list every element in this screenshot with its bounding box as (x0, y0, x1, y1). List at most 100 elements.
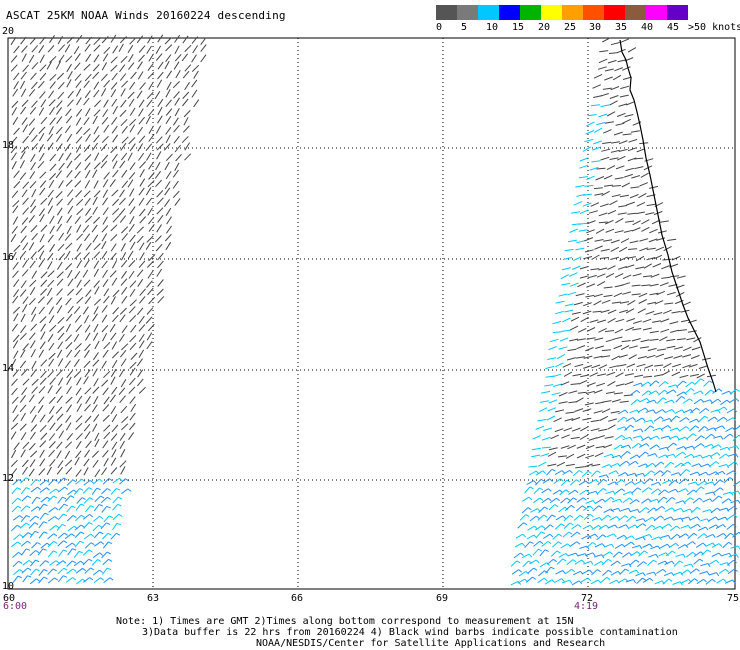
wind-barb (586, 283, 595, 288)
wind-barb (49, 55, 57, 63)
wind-barb-flag (529, 486, 534, 490)
wind-barb (30, 153, 36, 163)
wind-barb (76, 497, 83, 504)
wind-barb-flag (730, 532, 735, 536)
wind-barb (103, 295, 110, 304)
wind-barb (609, 157, 619, 160)
wind-barb (157, 71, 164, 80)
wind-barb (594, 239, 604, 242)
wind-barb (83, 533, 91, 540)
wind-barb (570, 436, 580, 440)
wind-barb-flag (720, 435, 724, 440)
wind-barb (600, 309, 610, 313)
wind-barb (675, 396, 682, 403)
wind-barb-flag (45, 479, 50, 483)
wind-barb (562, 257, 572, 260)
wind-barb (118, 43, 124, 52)
wind-barb (49, 73, 57, 81)
wind-barb (101, 135, 109, 144)
wind-barb (155, 53, 163, 61)
wind-barb-flag (642, 572, 646, 577)
wind-barb (64, 533, 72, 540)
wind-barb (38, 45, 45, 54)
wind-barb (11, 323, 18, 332)
wind-barb (57, 243, 65, 252)
wind-barb-flag (579, 514, 584, 519)
wind-barb (175, 69, 181, 79)
wind-barb-flag (732, 579, 736, 584)
wind-barb (138, 54, 145, 63)
legend-label: 10 (486, 22, 499, 33)
wind-barb-flag (647, 498, 652, 502)
wind-barb-flag (664, 489, 669, 493)
wind-barb (73, 333, 80, 343)
wind-barb (38, 250, 45, 259)
wind-barb (29, 578, 37, 585)
wind-barb (604, 68, 614, 72)
wind-barb (592, 310, 602, 313)
wind-barb (572, 265, 581, 270)
wind-barb (55, 191, 63, 199)
wind-barb (585, 130, 595, 135)
wind-barb (146, 341, 153, 350)
wind-barb-flag (682, 553, 686, 558)
wind-barb-flag (587, 470, 592, 474)
wind-barb-flag (26, 505, 31, 509)
wind-barb-flag (718, 444, 722, 448)
wind-barb (129, 314, 137, 323)
wind-barb (678, 488, 686, 493)
wind-barb (616, 112, 626, 117)
wind-barb (65, 263, 73, 271)
wind-barb (541, 446, 551, 449)
wind-barb-flag (63, 575, 68, 578)
legend-label: 0 (436, 22, 443, 33)
wind-barb (12, 560, 20, 568)
wind-barb (100, 143, 108, 152)
wind-barb (676, 380, 684, 387)
wind-barb (121, 80, 129, 88)
wind-barb (12, 295, 19, 304)
wind-barb-flag (528, 496, 533, 501)
wind-barb (191, 54, 197, 63)
wind-barb (64, 44, 71, 53)
wind-barb-flag (63, 532, 68, 536)
wind-barb (31, 497, 37, 505)
wind-barb (74, 343, 82, 351)
wind-barb (49, 215, 55, 224)
wind-barb (47, 533, 55, 540)
wind-barb (93, 378, 99, 387)
wind-barb (65, 55, 73, 63)
wind-barb (554, 523, 562, 530)
wind-barb (628, 138, 638, 143)
wind-barb (91, 142, 99, 151)
wind-barb-flag (700, 378, 705, 382)
wind-barb (85, 332, 91, 341)
wind-barb (658, 381, 666, 387)
wind-barb-flag (99, 515, 104, 520)
wind-barb (690, 507, 698, 514)
wind-barb (590, 419, 600, 423)
wind-barb-flag (726, 464, 730, 469)
wind-barb (85, 215, 93, 223)
wind-barb (28, 127, 35, 136)
wind-barb (37, 160, 45, 169)
wind-barb (645, 462, 653, 469)
wind-barb (649, 444, 657, 450)
wind-barb (85, 133, 91, 142)
wind-barb-flag (707, 463, 711, 468)
wind-barb (533, 540, 541, 547)
wind-barb (640, 172, 649, 178)
legend-label: 40 (641, 22, 654, 33)
wind-barb (83, 128, 91, 136)
wind-barb (65, 415, 72, 423)
wind-barb (621, 282, 631, 286)
wind-barb (12, 334, 20, 343)
wind-barb (518, 570, 526, 577)
wind-barb (103, 288, 110, 297)
wind-barb (541, 390, 551, 394)
wind-barb (74, 170, 81, 179)
wind-barb (672, 571, 681, 576)
wind-barb (138, 324, 146, 332)
wind-barb (145, 316, 153, 324)
wind-barb (172, 190, 180, 199)
